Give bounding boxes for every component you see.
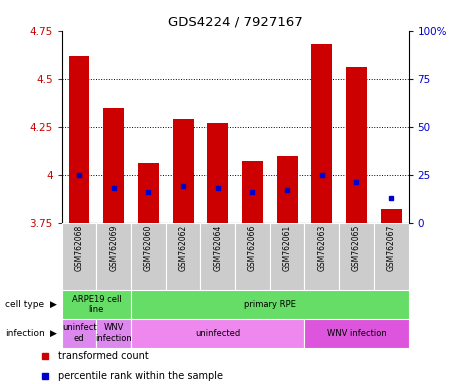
Text: GSM762065: GSM762065 bbox=[352, 225, 361, 271]
Bar bbox=[200, 223, 235, 290]
Bar bbox=[277, 156, 297, 223]
Bar bbox=[374, 223, 408, 290]
Text: GSM762066: GSM762066 bbox=[248, 225, 257, 271]
Text: GSM762060: GSM762060 bbox=[144, 225, 153, 271]
Text: GSM762064: GSM762064 bbox=[213, 225, 222, 271]
Text: WNV
infection: WNV infection bbox=[95, 323, 132, 343]
Text: GSM762067: GSM762067 bbox=[387, 225, 396, 271]
Bar bbox=[62, 223, 96, 290]
Bar bbox=[62, 290, 131, 319]
Bar bbox=[131, 319, 304, 348]
Bar bbox=[339, 223, 374, 290]
Text: transformed count: transformed count bbox=[58, 351, 149, 361]
Bar bbox=[346, 67, 367, 223]
Text: ARPE19 cell
line: ARPE19 cell line bbox=[72, 295, 121, 314]
Text: uninfected: uninfected bbox=[195, 329, 240, 338]
Bar bbox=[138, 163, 159, 223]
Text: infection: infection bbox=[5, 329, 45, 338]
Text: primary RPE: primary RPE bbox=[244, 300, 296, 309]
Text: GSM762063: GSM762063 bbox=[317, 225, 326, 271]
Bar bbox=[62, 319, 96, 348]
Text: WNV infection: WNV infection bbox=[327, 329, 386, 338]
Bar bbox=[381, 209, 401, 223]
Text: GSM762062: GSM762062 bbox=[179, 225, 188, 271]
Bar bbox=[304, 319, 408, 348]
Bar bbox=[173, 119, 193, 223]
Bar bbox=[96, 319, 131, 348]
Text: ▶: ▶ bbox=[50, 300, 57, 309]
Bar bbox=[96, 223, 131, 290]
Bar bbox=[242, 161, 263, 223]
Bar bbox=[270, 223, 304, 290]
Bar bbox=[208, 123, 228, 223]
Text: GSM762068: GSM762068 bbox=[75, 225, 84, 271]
Bar bbox=[166, 223, 200, 290]
Text: percentile rank within the sample: percentile rank within the sample bbox=[58, 371, 223, 381]
Title: GDS4224 / 7927167: GDS4224 / 7927167 bbox=[168, 15, 303, 28]
Bar bbox=[104, 108, 124, 223]
Text: GSM762061: GSM762061 bbox=[283, 225, 292, 271]
Text: uninfect
ed: uninfect ed bbox=[62, 323, 96, 343]
Bar bbox=[131, 223, 166, 290]
Text: GSM762069: GSM762069 bbox=[109, 225, 118, 271]
Bar bbox=[312, 44, 332, 223]
Text: ▶: ▶ bbox=[50, 329, 57, 338]
Bar bbox=[69, 56, 89, 223]
Text: cell type: cell type bbox=[5, 300, 44, 309]
Bar bbox=[304, 223, 339, 290]
Bar bbox=[235, 223, 270, 290]
Bar bbox=[131, 290, 408, 319]
